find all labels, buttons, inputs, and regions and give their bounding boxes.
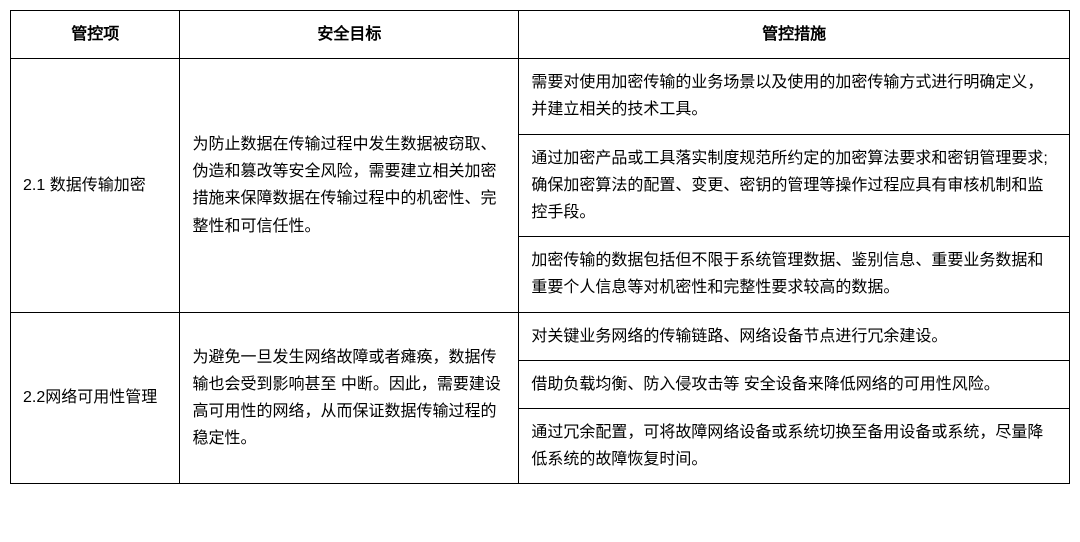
table-row: 2.2网络可用性管理 为避免一旦发生网络故障或者瘫痪，数据传输也会受到影响甚至 … [11, 312, 1070, 360]
cell-control-item: 2.2网络可用性管理 [11, 312, 180, 484]
cell-security-goal: 为防止数据在传输过程中发生数据被窃取、伪造和篡改等安全风险，需要建立相关加密措施… [180, 59, 519, 312]
table-header-row: 管控项 安全目标 管控措施 [11, 11, 1070, 59]
security-control-table: 管控项 安全目标 管控措施 2.1 数据传输加密 为防止数据在传输过程中发生数据… [10, 10, 1070, 484]
cell-control-item: 2.1 数据传输加密 [11, 59, 180, 312]
header-security-goal: 安全目标 [180, 11, 519, 59]
header-control-measures: 管控措施 [519, 11, 1070, 59]
table-row: 2.1 数据传输加密 为防止数据在传输过程中发生数据被窃取、伪造和篡改等安全风险… [11, 59, 1070, 134]
cell-measure: 通过冗余配置，可将故障网络设备或系统切换至备用设备或系统，尽量降低系统的故障恢复… [519, 408, 1070, 483]
cell-measure: 对关键业务网络的传输链路、网络设备节点进行冗余建设。 [519, 312, 1070, 360]
cell-measure: 加密传输的数据包括但不限于系统管理数据、鉴别信息、重要业务数据和重要个人信息等对… [519, 237, 1070, 312]
cell-measure: 需要对使用加密传输的业务场景以及使用的加密传输方式进行明确定义，并建立相关的技术… [519, 59, 1070, 134]
table-body: 2.1 数据传输加密 为防止数据在传输过程中发生数据被窃取、伪造和篡改等安全风险… [11, 59, 1070, 484]
cell-measure: 通过加密产品或工具落实制度规范所约定的加密算法要求和密钥管理要求;确保加密算法的… [519, 134, 1070, 237]
header-control-item: 管控项 [11, 11, 180, 59]
cell-security-goal: 为避免一旦发生网络故障或者瘫痪，数据传输也会受到影响甚至 中断。因此，需要建设高… [180, 312, 519, 484]
cell-measure: 借助负载均衡、防入侵攻击等 安全设备来降低网络的可用性风险。 [519, 360, 1070, 408]
